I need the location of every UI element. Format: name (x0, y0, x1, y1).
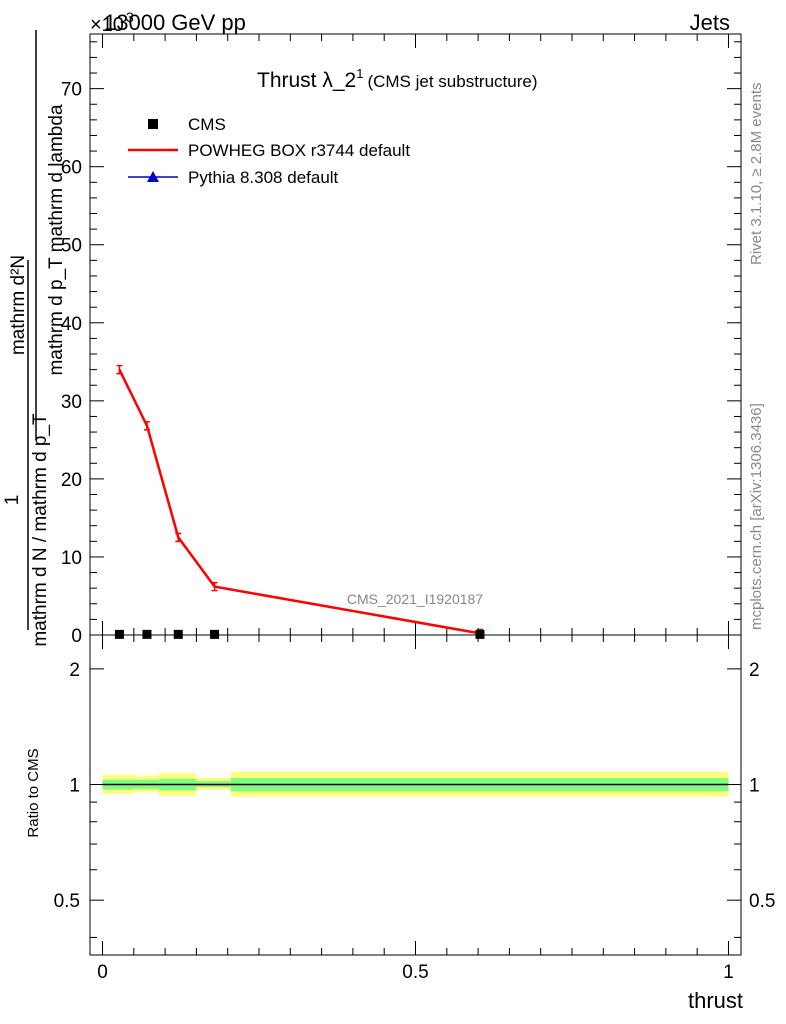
main-marks (114, 364, 485, 639)
ratio-axes: 0.5 0.5 1 1 2 2 0 0.5 1 (54, 634, 775, 983)
cms-point (142, 629, 152, 639)
ratio-y-tick-label-right: 2 (749, 660, 760, 681)
y-axis-label-main: mathrm d²N mathrm d p_T mathrm d lambda (8, 30, 67, 440)
legend-label: Pythia 8.308 default (188, 168, 339, 187)
x-tick-label: 0.5 (402, 962, 428, 983)
process-label: Jets (690, 10, 730, 35)
energy-label: 13000 GeV pp (104, 10, 246, 35)
y-tick-label: 40 (61, 314, 82, 335)
ratio-bands (102, 771, 729, 797)
ratio-y-tick-label: 0.5 (54, 891, 80, 912)
y-tick-label: 50 (61, 236, 82, 257)
y-axis-label-prefix: 1 mathrm d N / mathrm d p_T (2, 260, 51, 647)
legend-label: POWHEG BOX r3744 default (188, 141, 410, 160)
x-axis-label: thrust (688, 988, 743, 1013)
title-sub: (CMS jet substructure) (367, 72, 537, 91)
ratio-y-tick-label-right: 1 (749, 776, 760, 797)
ratio-y-tick-label-right: 0.5 (749, 891, 775, 912)
ylabel-denominator: mathrm d N / mathrm d p_T (30, 413, 51, 647)
title-sup: 1 (356, 66, 363, 81)
y-tick-label: 0 (71, 626, 82, 647)
main-axes: 0 10 20 30 40 50 60 70 (61, 33, 742, 647)
legend: CMS POWHEG BOX r3744 default Pythia 8.308 … (128, 115, 410, 187)
rivet-label: Rivet 3.1.10, ≥ 2.8M events (748, 83, 765, 266)
legend-label: CMS (188, 115, 226, 134)
y-tick-label: 60 (61, 158, 82, 179)
y-axis-label-ratio: Ratio to CMS (25, 748, 42, 837)
mcplots-label: mcplots.cern.ch [arXiv:1306.3436] (748, 403, 765, 630)
legend-marker-cms (148, 119, 158, 129)
exponent-label: ×10 (90, 14, 124, 36)
ratio-y-tick-label: 2 (69, 660, 80, 681)
exponent-power: 3 (126, 9, 134, 25)
title-main: Thrust λ_2 (257, 69, 356, 92)
x-tick-label: 1 (723, 962, 734, 983)
cms-point (173, 629, 183, 639)
cms-point (114, 629, 124, 639)
ratio-y-tick-label: 1 (69, 776, 80, 797)
x-tick-label: 0 (97, 962, 108, 983)
cms-point (210, 629, 220, 639)
ylabel-numerator: 1 (2, 495, 23, 506)
ylabel-denom-frac: mathrm d p_T mathrm d lambda (46, 104, 67, 375)
chart-title: Thrust λ_21 (CMS jet substructure) (257, 66, 538, 92)
cms-point (475, 629, 485, 639)
y-tick-label: 20 (61, 470, 82, 491)
y-tick-label: 70 (61, 80, 82, 101)
ylabel-numer-frac: mathrm d²N (8, 255, 29, 355)
y-tick-label: 10 (61, 548, 82, 569)
legend-marker-pythia (147, 171, 159, 182)
y-tick-label: 30 (61, 392, 82, 413)
analysis-watermark: CMS_2021_I1920187 (347, 591, 483, 607)
